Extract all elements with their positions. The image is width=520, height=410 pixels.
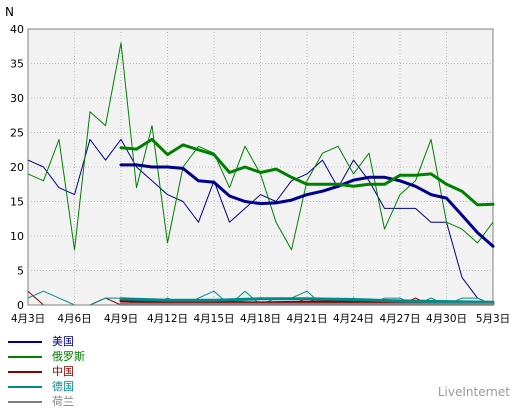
legend-item-germany: 德国 — [4, 380, 204, 395]
series-line-average-0 — [119, 163, 495, 248]
y-tick-label: 25 — [10, 127, 24, 140]
legend-swatch-germany — [8, 386, 42, 388]
y-tick-label: 10 — [10, 230, 24, 243]
x-tick-label: 5月3日 — [476, 313, 510, 325]
y-tick-label: 0 — [17, 299, 24, 312]
grid — [28, 29, 493, 305]
legend-label-us: 美国 — [52, 335, 74, 348]
y-tick-label: 15 — [10, 196, 24, 209]
legend-swatch-russia — [8, 356, 42, 358]
x-tick-label: 4月30日 — [426, 313, 467, 325]
source-watermark: LiveInternet — [437, 385, 510, 399]
legend-swatch-us — [8, 341, 42, 343]
legend-item-russia: 俄罗斯 — [4, 350, 204, 365]
x-tick-label: 4月21日 — [286, 313, 327, 325]
legend-label-china: 中国 — [52, 365, 74, 378]
x-tick-label: 4月3日 — [11, 313, 45, 325]
legend-swatch-netherlands — [8, 401, 42, 403]
y-tick-label: 30 — [10, 92, 24, 105]
x-tick-label: 4月15日 — [193, 313, 234, 325]
x-tick-label: 4月18日 — [240, 313, 281, 325]
x-tick-label: 4月6日 — [57, 313, 91, 325]
y-tick-label: 40 — [10, 23, 24, 36]
x-tick-labels: 4月3日 4月6日 4月9日 4月12日 4月15日 4月18日 4月21日 4月24日 4月2… — [11, 313, 510, 325]
series-lines — [27, 42, 495, 306]
y-tick-labels: 0 5 10 15 20 25 30 35 40 — [10, 23, 24, 312]
y-tick-label: 5 — [17, 265, 24, 278]
series-line-average-1 — [119, 137, 495, 207]
x-tick-label: 4月12日 — [147, 313, 188, 325]
legend-swatch-china — [8, 371, 42, 373]
legend-item-us: 美国 — [4, 335, 204, 350]
legend-item-china: 中国 — [4, 365, 204, 380]
legend-label-germany: 德国 — [52, 380, 74, 393]
series-line-average-3 — [119, 297, 495, 304]
legend-label-russia: 俄罗斯 — [52, 350, 85, 363]
y-axis-label: N — [5, 5, 14, 19]
x-tick-label: 4月9日 — [104, 313, 138, 325]
legend: 美国 俄罗斯 中国 德国 荷兰 — [4, 335, 204, 410]
x-tick-label: 4月27日 — [379, 313, 420, 325]
legend-item-netherlands: 荷兰 — [4, 395, 204, 410]
y-tick-label: 20 — [10, 161, 24, 174]
y-tick-label: 35 — [10, 58, 24, 71]
legend-label-netherlands: 荷兰 — [52, 395, 74, 408]
x-tick-label: 4月24日 — [333, 313, 374, 325]
